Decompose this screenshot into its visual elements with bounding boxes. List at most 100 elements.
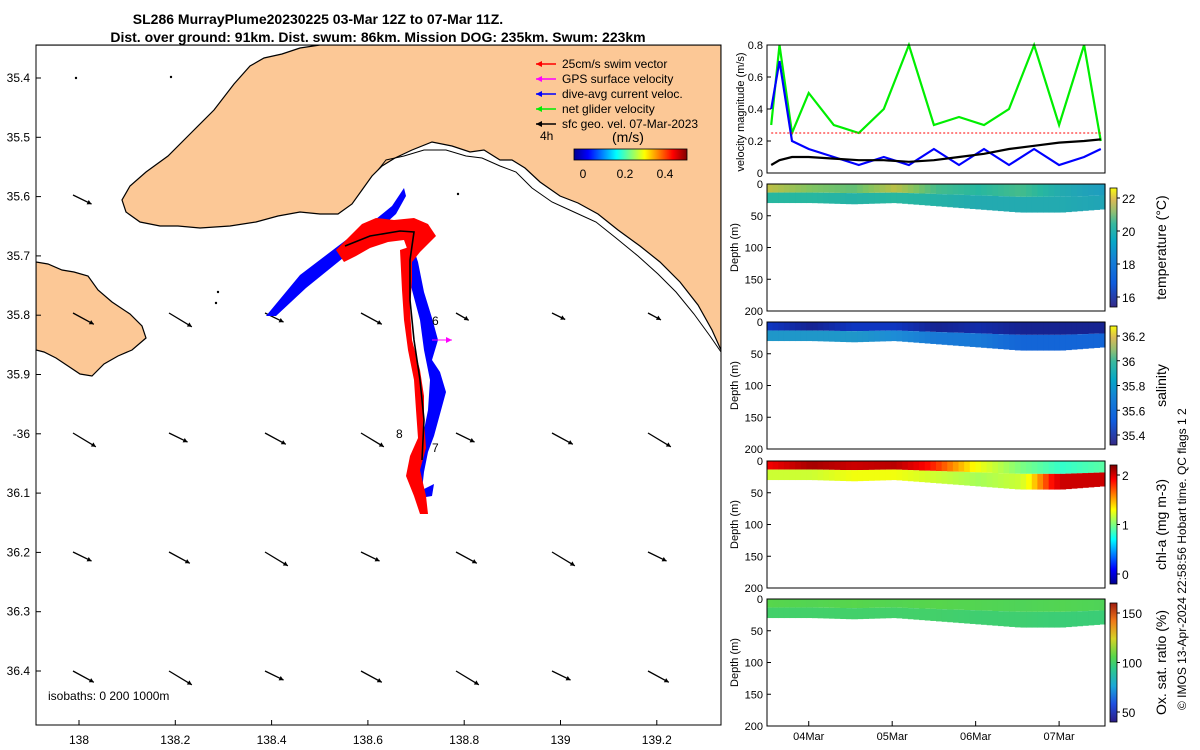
profile-cell — [828, 469, 836, 481]
profile-cell — [1065, 461, 1072, 474]
profile-cell — [1088, 599, 1095, 611]
profile-cell — [789, 599, 796, 608]
profile-cell — [958, 461, 965, 472]
profile-cell — [958, 322, 965, 333]
velocity-ytick: 0.2 — [748, 136, 763, 148]
profile-cell — [874, 322, 881, 331]
profile-ytick: 150 — [745, 551, 763, 563]
profile-cell — [806, 184, 813, 193]
profile-cell — [936, 332, 943, 345]
profile-cell — [936, 184, 943, 195]
map-frame — [35, 44, 722, 726]
profile-cell — [795, 461, 802, 470]
profile-ytick: 150 — [745, 689, 763, 701]
profile-cell — [1071, 184, 1078, 197]
colorbar-time-label: 4h — [540, 129, 553, 143]
profile-cell — [997, 599, 1005, 612]
profile-cell — [1026, 334, 1033, 351]
profile-cell — [986, 461, 993, 473]
profile-colorbar-tick: 100 — [1122, 657, 1142, 671]
profile-cell — [919, 193, 926, 206]
geo-arrow-head — [473, 680, 479, 685]
profile-cell — [992, 334, 999, 349]
legend-label: dive-avg current veloc. — [562, 87, 683, 101]
profile-cell — [930, 608, 937, 621]
profile-cell — [992, 184, 999, 197]
profile-colorbar-tick: 150 — [1122, 607, 1142, 621]
profile-cell — [885, 192, 892, 204]
profile-ytick: 50 — [751, 626, 763, 638]
profile-cell — [1048, 196, 1055, 213]
profile-cell — [1031, 334, 1038, 351]
map-colorbar-tick: 0.2 — [617, 167, 634, 181]
profile-cell — [885, 599, 892, 608]
profile-cell — [767, 607, 774, 619]
profile-cell — [902, 461, 909, 470]
profile-cell — [1099, 472, 1106, 487]
profile-cell — [1088, 333, 1095, 349]
profile-cell — [795, 322, 802, 331]
profile-cell — [890, 330, 898, 342]
profile-cell — [902, 192, 909, 204]
profile-cell — [1082, 334, 1089, 349]
profile-cell — [952, 184, 960, 195]
geo-arrow-head — [463, 315, 469, 321]
profile-cell — [952, 332, 960, 346]
profile-cell — [1037, 196, 1044, 213]
profile-cell — [1048, 461, 1055, 474]
profile-colorbar-tick: 20 — [1122, 225, 1136, 239]
profile-colorbar-tick: 18 — [1122, 258, 1136, 272]
profile-cell — [936, 599, 943, 610]
profile-cell — [1059, 322, 1067, 335]
profile-cell — [986, 599, 993, 611]
profile-cell — [1020, 196, 1027, 213]
profile-cell — [817, 599, 824, 608]
velocity-series-line — [770, 138, 1101, 166]
profile-cell — [1043, 334, 1050, 351]
profile-cell — [986, 472, 993, 488]
profile-cell — [930, 184, 937, 194]
profile-cell — [913, 184, 920, 194]
profile-cell — [1026, 599, 1033, 612]
profile-cell — [885, 330, 892, 342]
profile-cell — [1020, 611, 1027, 628]
profile-colorbar-label: chl-a (mg m-3) — [1153, 479, 1169, 570]
map-colorbar-tick: 0 — [580, 167, 587, 181]
profile-cell — [964, 610, 971, 624]
profile-cell — [952, 471, 960, 485]
profile-cell — [919, 184, 926, 194]
geo-arrow — [72, 432, 97, 448]
profile-cell — [851, 184, 858, 194]
isobaths-label: isobaths: 0 200 1000m — [48, 689, 169, 703]
profile-cell — [896, 599, 903, 608]
profile-cell — [806, 322, 813, 331]
profile-cell — [800, 461, 808, 470]
profile-cell — [823, 607, 830, 619]
profile-cell — [924, 322, 931, 332]
profile-cell — [1048, 473, 1055, 490]
profile-colorbar-tick: 36 — [1122, 355, 1136, 369]
profile-cell — [890, 192, 898, 204]
profile-cell — [913, 322, 920, 332]
profile-cell — [1082, 184, 1089, 197]
velocity-ytick: 0.6 — [748, 72, 763, 84]
profile-cell — [800, 322, 808, 331]
velocity-lines — [770, 41, 1102, 167]
profile-cell — [1071, 473, 1078, 489]
map-xtick-label: 138.6 — [353, 733, 383, 747]
profile-cell — [986, 322, 993, 334]
profile-cell — [1009, 611, 1016, 627]
time-axis: 04Mar 05Mar 06Mar 07Mar — [793, 721, 1075, 743]
profile-cell — [992, 322, 999, 335]
profile-cell — [1020, 473, 1027, 490]
profile-cell — [834, 469, 841, 481]
profile-cell — [1076, 473, 1084, 489]
profile-cell — [851, 470, 858, 482]
profile-cell — [890, 469, 898, 481]
profile-cell — [1099, 195, 1106, 210]
profile-cell — [1065, 599, 1072, 612]
profile-cell — [767, 461, 774, 470]
profile-cell — [834, 607, 841, 619]
time-tick-label: 04Mar — [793, 731, 825, 743]
profile-cell — [789, 469, 796, 481]
